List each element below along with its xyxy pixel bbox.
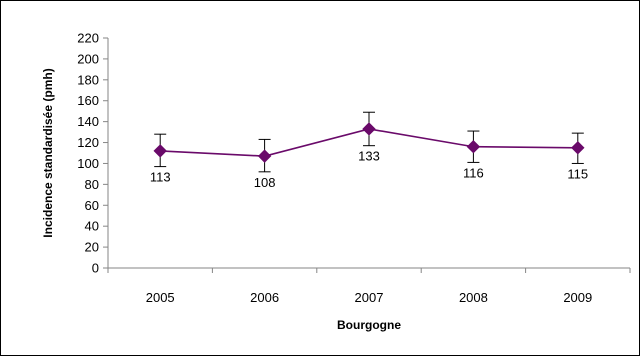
y-tick-label: 0 bbox=[92, 261, 99, 276]
data-label: 115 bbox=[567, 166, 588, 181]
data-label: 116 bbox=[463, 165, 484, 180]
y-tick-label: 100 bbox=[77, 156, 99, 171]
y-tick-label: 140 bbox=[77, 114, 99, 129]
x-tick-label: 2005 bbox=[146, 290, 175, 305]
y-tick-label: 160 bbox=[77, 93, 99, 108]
y-tick-label: 120 bbox=[77, 135, 99, 150]
data-label: 108 bbox=[254, 175, 276, 190]
x-tick-label: 2009 bbox=[563, 290, 592, 305]
data-point bbox=[571, 141, 585, 155]
x-tick-label: 2007 bbox=[355, 290, 384, 305]
y-tick-label: 180 bbox=[77, 72, 99, 87]
y-tick-label: 200 bbox=[77, 51, 99, 66]
y-tick-label: 80 bbox=[85, 177, 99, 192]
y-tick-label: 60 bbox=[85, 198, 99, 213]
y-tick-label: 220 bbox=[77, 31, 99, 46]
y-tick-label: 40 bbox=[85, 219, 99, 234]
x-tick-label: 2008 bbox=[459, 290, 488, 305]
data-point bbox=[466, 140, 481, 154]
data-label: 113 bbox=[150, 170, 171, 185]
x-tick-label: 2006 bbox=[250, 290, 279, 305]
data-point bbox=[362, 122, 376, 136]
y-tick-label: 20 bbox=[85, 240, 99, 255]
data-point bbox=[257, 149, 272, 163]
x-axis-title: Bourgogne bbox=[337, 318, 401, 332]
data-point bbox=[153, 144, 167, 158]
data-label: 133 bbox=[358, 149, 380, 164]
y-axis-title: Incidence standardisée (pmh) bbox=[41, 68, 55, 237]
